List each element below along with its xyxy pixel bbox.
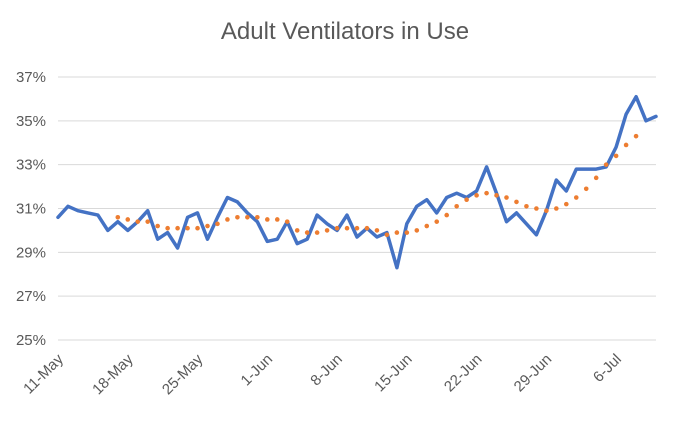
trend-point	[115, 214, 121, 220]
trend-point	[434, 219, 440, 224]
y-tick-label: 29%	[16, 244, 46, 261]
y-tick-label: 27%	[16, 288, 46, 305]
trend-point	[583, 186, 589, 192]
trend-point	[205, 223, 210, 229]
trend-point	[384, 232, 390, 238]
x-tick-label: 8-Jun	[307, 351, 346, 390]
trend-point	[344, 225, 350, 231]
trend-point	[165, 225, 170, 231]
trend-point	[185, 225, 190, 231]
trend-point	[424, 223, 430, 229]
trend-point	[603, 162, 609, 167]
x-tick-label: 29-Jun	[511, 351, 555, 395]
series-line	[56, 94, 658, 270]
chart-title: Adult Ventilators in Use	[220, 18, 470, 45]
trend-point	[444, 212, 450, 218]
x-tick-label: 6-Jul	[590, 351, 625, 386]
x-tick-label: 11-May	[20, 350, 67, 397]
y-tick-label: 31%	[16, 201, 46, 218]
trend-point	[324, 228, 330, 233]
trend-point	[255, 214, 260, 220]
x-tick-label: 25-May	[159, 350, 207, 398]
trend-point	[504, 195, 509, 200]
trend-point	[454, 204, 459, 209]
trend-point	[573, 195, 579, 200]
trend-point	[354, 225, 360, 231]
trend-point	[514, 199, 519, 205]
trend-point	[155, 223, 160, 229]
y-axis-ticks: 25% 27% 29% 31% 33% 35% 37%	[16, 69, 46, 349]
trend-point	[464, 197, 469, 203]
trend-point	[494, 193, 499, 198]
trend-point	[314, 230, 320, 235]
trend-point	[474, 193, 479, 198]
trend-point	[544, 208, 549, 213]
trend-point	[334, 225, 340, 231]
trend-point	[524, 204, 529, 209]
trend-point	[374, 228, 380, 233]
trend-point	[294, 228, 300, 233]
trend-point	[364, 225, 370, 231]
trend-point	[125, 217, 131, 222]
x-axis-ticks: 11-May 18-May 25-May 1-Jun 8-Jun 15-Jun 22-Jun…	[20, 350, 625, 398]
y-tick-label: 25%	[16, 332, 46, 349]
x-tick-label: 18-May	[89, 350, 137, 398]
trend-point	[215, 221, 220, 227]
trend-point	[623, 142, 629, 148]
trend-point	[145, 219, 150, 224]
trend-point	[235, 214, 240, 220]
trend-point	[593, 175, 599, 181]
trend-point	[633, 133, 639, 139]
series-layer	[56, 94, 658, 270]
gridlines	[58, 76, 656, 341]
trend-point	[265, 217, 270, 222]
trend-point	[175, 225, 180, 231]
trend-point	[484, 190, 489, 196]
trend-point	[135, 219, 141, 224]
x-tick-label: 1-Jun	[238, 351, 277, 390]
y-tick-label: 35%	[16, 113, 46, 130]
trend-point	[404, 230, 410, 235]
trend-point	[245, 214, 250, 220]
trend-point	[195, 225, 200, 231]
trend-point	[284, 219, 290, 224]
x-tick-label: 22-Jun	[441, 351, 485, 395]
trend-point	[564, 201, 569, 207]
x-tick-label: 15-Jun	[371, 351, 415, 395]
trend-point	[225, 217, 230, 222]
trend-point	[274, 217, 280, 222]
trend-point	[414, 228, 420, 233]
trend-point	[534, 206, 539, 211]
trend-point	[613, 153, 619, 159]
y-tick-label: 37%	[16, 69, 46, 86]
trend-point	[304, 230, 310, 235]
y-tick-label: 33%	[16, 157, 46, 174]
trend-point	[394, 230, 400, 235]
trend-point	[554, 206, 559, 211]
